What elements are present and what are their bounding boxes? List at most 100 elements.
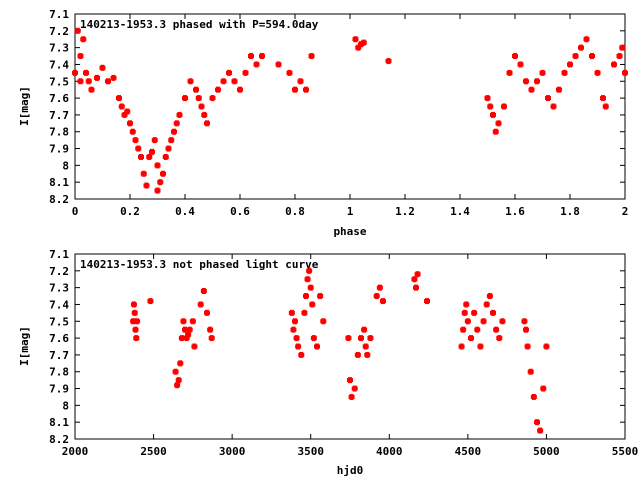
unphased-data-point <box>458 343 465 350</box>
phased-data-point <box>352 36 359 43</box>
phased-data-point <box>215 86 221 93</box>
unphased-xtick-label: 4500 <box>455 445 482 458</box>
phased-data-point <box>151 137 158 144</box>
unphased-data-point <box>132 326 139 333</box>
phased-data-point <box>226 69 232 76</box>
phased-xtick-label: 0 <box>72 205 79 218</box>
unphased-data-point <box>413 284 419 291</box>
phased-data-point <box>168 137 175 144</box>
phased-data-point <box>146 153 153 160</box>
phased-data-point <box>616 53 623 60</box>
phased-ytick-label: 7.5 <box>49 75 69 88</box>
phased-data-point <box>231 78 238 85</box>
phased-data-point <box>74 27 81 34</box>
unphased-data-point <box>373 293 380 300</box>
phased-data-point <box>121 111 128 118</box>
phased-data-point <box>275 61 282 68</box>
unphased-data-point <box>303 293 309 300</box>
phased-ytick-label: 7.3 <box>49 42 69 55</box>
unphased-data-point <box>310 335 317 342</box>
phased-data-point <box>72 69 78 76</box>
phased-data-point <box>171 128 177 135</box>
phased-data-point <box>602 103 609 110</box>
phased-plot-frame <box>74 13 626 200</box>
unphased-data-point <box>424 298 430 305</box>
unphased-data-point <box>130 301 137 308</box>
phased-xtick-label: 1.6 <box>505 205 525 218</box>
phased-data-point <box>578 44 584 51</box>
phased-data-point <box>303 86 309 93</box>
phased-data-point <box>355 44 362 51</box>
phased-data-point <box>561 69 568 76</box>
unphased-data-point <box>189 318 196 325</box>
unphased-data-point <box>177 360 184 367</box>
phased-ytick-label: 7.1 <box>49 8 69 21</box>
phased-data-point <box>165 145 172 152</box>
phased-data-point <box>154 187 161 194</box>
unphased-data-point <box>292 318 298 325</box>
unphased-ytick-label: 7.5 <box>49 315 69 328</box>
phased-data-point <box>286 69 293 76</box>
unphased-data-point <box>147 298 154 305</box>
unphased-data-point <box>172 368 179 375</box>
phased-data-point <box>492 128 499 135</box>
phased-data-point <box>242 69 249 76</box>
phased-data-point <box>572 53 579 60</box>
unphased-ytick-label: 7.2 <box>49 265 69 278</box>
unphased-data-point <box>304 276 311 283</box>
unphased-data-point <box>521 318 528 325</box>
phased-xtick-label: 1.2 <box>395 205 415 218</box>
unphased-data-point <box>130 318 137 325</box>
unphased-data-point <box>345 335 352 342</box>
unphased-data-point <box>477 343 484 350</box>
unphased-data-point <box>493 326 500 333</box>
unphased-data-point <box>290 326 297 333</box>
unphased-data-point <box>183 335 190 342</box>
phased-ytick-label: 7.6 <box>49 92 69 105</box>
unphased-data-point <box>317 293 324 300</box>
unphased-data-point <box>490 309 496 316</box>
phased-data-point <box>201 111 208 118</box>
phased-data-point <box>528 86 535 93</box>
unphased-data-point <box>414 271 421 278</box>
phased-data-point <box>490 111 496 118</box>
phased-data-point <box>135 145 142 152</box>
phased-data-point <box>220 78 227 85</box>
unphased-xtick-label: 4000 <box>376 445 403 458</box>
phased-data-point <box>129 128 136 135</box>
phased-data-point <box>182 95 188 102</box>
unphased-data-point <box>134 318 141 325</box>
phased-data-point <box>539 69 546 76</box>
phased-ytick-label: 7.4 <box>49 58 69 71</box>
unphased-plot-ylabel: I[mag] <box>18 326 31 366</box>
phased-data-point <box>193 86 199 93</box>
unphased-data-point <box>483 301 490 308</box>
unphased-data-point <box>524 343 531 350</box>
phased-data-point <box>140 170 147 177</box>
phased-data-point <box>154 162 161 169</box>
unphased-plot-ticks: 2000 2500 3000 3500 4000 4500 5000 5500 7.1 7.2 7.… <box>49 248 638 458</box>
phased-data-point <box>118 103 125 110</box>
phased-data-point <box>99 64 106 71</box>
phased-data-point <box>204 120 210 127</box>
phased-xtick-label: 1 <box>347 205 354 218</box>
unphased-data-point <box>191 343 198 350</box>
phased-ytick-label: 7.7 <box>49 109 69 122</box>
unphased-data-point <box>480 318 487 325</box>
unphased-xtick-label: 5000 <box>533 445 560 458</box>
unphased-data-point <box>133 335 140 342</box>
phased-data-point <box>85 78 92 85</box>
unphased-data-point <box>186 326 193 333</box>
unphased-ytick-label: 7.9 <box>49 383 69 396</box>
unphased-data-point <box>288 309 295 316</box>
unphased-data-point <box>543 343 550 350</box>
phased-data-point <box>567 61 573 68</box>
unphased-data-point <box>361 326 368 333</box>
unphased-xtick-label: 3500 <box>297 445 324 458</box>
unphased-plot-points <box>130 267 550 434</box>
phased-data-point <box>589 53 595 60</box>
unphased-data-point <box>320 318 327 325</box>
phased-ytick-label: 8 <box>62 159 69 172</box>
unphased-data-point <box>460 326 467 333</box>
